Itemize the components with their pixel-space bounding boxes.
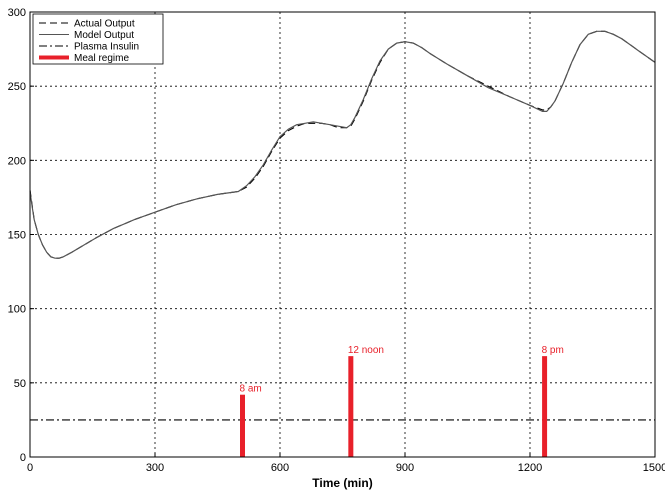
- y-tick-label: 250: [8, 81, 26, 93]
- meal-bar-label: 8 am: [240, 384, 262, 395]
- series-line-model-output: [29, 30, 656, 259]
- meal-bar-label: 12 noon: [348, 345, 384, 356]
- y-tick-label: 150: [8, 230, 26, 242]
- x-tick-label: 300: [146, 462, 164, 474]
- x-axis-label: Time (min): [312, 476, 372, 490]
- x-tick-label: 600: [271, 462, 289, 474]
- meal-bar: [348, 356, 354, 457]
- meal-bar: [542, 356, 548, 457]
- legend-label: Plasma Insulin: [74, 42, 139, 53]
- x-tick-label: 1500: [643, 462, 665, 474]
- x-tick-label: 1200: [518, 462, 542, 474]
- legend-label: Meal regime: [74, 53, 129, 64]
- meal-bar-label: 8 pm: [542, 345, 564, 356]
- y-tick-label: 200: [8, 155, 26, 167]
- y-tick-label: 100: [8, 304, 26, 316]
- y-tick-label: 0: [20, 452, 26, 464]
- y-tick-label: 300: [8, 7, 26, 19]
- x-tick-label: 900: [396, 462, 414, 474]
- grid-lines: [30, 12, 655, 457]
- meal-bar: [240, 394, 245, 457]
- legend-label: Model Output: [74, 30, 134, 41]
- y-tick-label: 50: [14, 378, 26, 390]
- x-tick-label: 0: [27, 462, 33, 474]
- legend-label: Actual Output: [74, 19, 135, 30]
- axis-ticks: 0 300 600 900 1200 1500 0 50 100 150 200 250 300: [8, 7, 665, 474]
- series-layer: 8 am 12 noon 8 pm: [29, 30, 656, 457]
